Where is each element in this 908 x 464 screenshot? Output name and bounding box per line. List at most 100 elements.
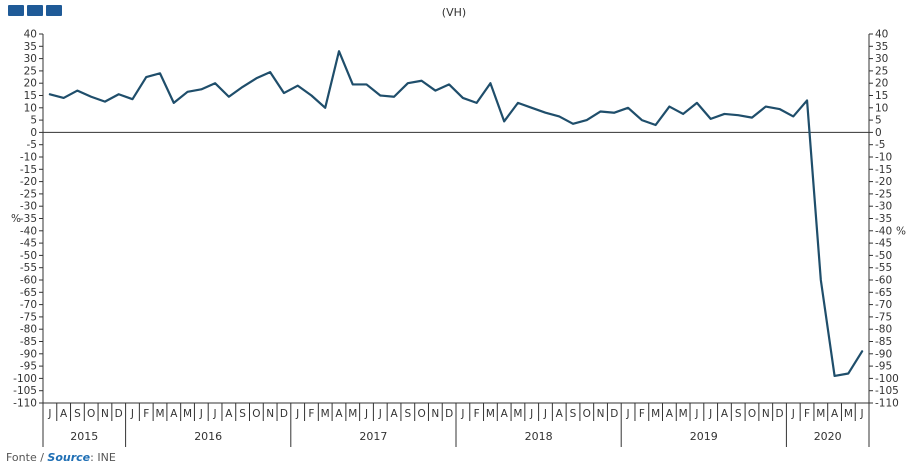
x-tick-label: A <box>666 408 674 420</box>
x-tick-label: S <box>570 408 577 420</box>
y-tick-label-right: 25 <box>875 65 888 77</box>
x-tick-label: O <box>583 408 591 420</box>
x-tick-label: D <box>610 408 618 420</box>
y-tick-label-right: -20 <box>875 176 892 188</box>
y-tick-label-right: 20 <box>875 78 888 90</box>
y-tick-label-left: -85 <box>20 336 37 348</box>
y-tick-label-left: -5 <box>27 139 37 151</box>
year-label: 2016 <box>194 430 222 443</box>
x-tick-label: N <box>597 408 605 420</box>
source-prefix: Fonte / <box>6 451 48 464</box>
x-tick-label: J <box>364 408 368 420</box>
x-tick-label: J <box>295 408 299 420</box>
y-tick-label-left: -95 <box>20 361 37 373</box>
source-suffix: : INE <box>90 451 116 464</box>
x-tick-label: A <box>225 408 233 420</box>
y-tick-label-left: -90 <box>20 348 37 360</box>
y-tick-label-right: -95 <box>875 361 892 373</box>
y-tick-label-right: -25 <box>875 188 892 200</box>
y-tick-label-right: -80 <box>875 324 892 336</box>
x-tick-label: N <box>101 408 109 420</box>
year-label: 2020 <box>814 430 842 443</box>
source-link[interactable]: Source <box>47 451 91 464</box>
y-tick-label-left: -65 <box>20 287 37 299</box>
x-tick-label: D <box>115 408 123 420</box>
y-tick-label-left: -30 <box>20 201 37 213</box>
y-tick-label-left: -40 <box>20 225 37 237</box>
x-tick-label: S <box>404 408 411 420</box>
x-tick-label: M <box>486 408 495 420</box>
x-tick-label: F <box>143 408 149 420</box>
y-tick-label-right: -40 <box>875 225 892 237</box>
chart-title: (VH) <box>441 6 467 19</box>
x-tick-label: M <box>321 408 330 420</box>
x-tick-label: M <box>844 408 853 420</box>
x-tick-label: S <box>74 408 81 420</box>
y-tick-label-left: -20 <box>20 176 37 188</box>
y-tick-label-right: -55 <box>875 262 892 274</box>
x-tick-label: A <box>335 408 343 420</box>
y-tick-label-right: -100 <box>875 373 899 385</box>
y-tick-label-left: -35 <box>20 213 37 225</box>
x-tick-label: A <box>60 408 68 420</box>
x-tick-label: D <box>280 408 288 420</box>
y-tick-label-left: 10 <box>24 102 37 114</box>
year-label: 2017 <box>359 430 387 443</box>
x-tick-label: F <box>308 408 314 420</box>
x-tick-label: J <box>694 408 698 420</box>
y-tick-label-right: 10 <box>875 102 888 114</box>
x-tick-label: A <box>390 408 398 420</box>
y-tick-label-right: -5 <box>875 139 885 151</box>
logo-block <box>8 5 24 16</box>
y-tick-label-left: -10 <box>20 152 37 164</box>
x-tick-label: J <box>543 408 547 420</box>
x-tick-label: N <box>762 408 770 420</box>
y-tick-label-left: -80 <box>20 324 37 336</box>
x-tick-label: O <box>748 408 756 420</box>
x-tick-label: M <box>651 408 660 420</box>
x-tick-label: M <box>348 408 357 420</box>
x-tick-label: J <box>529 408 533 420</box>
x-tick-label: J <box>708 408 712 420</box>
x-tick-label: N <box>266 408 274 420</box>
y-tick-label-right: 5 <box>875 115 882 127</box>
x-tick-label: D <box>775 408 783 420</box>
y-tick-label-right: 35 <box>875 41 888 53</box>
y-tick-label-right: -30 <box>875 201 892 213</box>
y-tick-label-left: -105 <box>13 385 37 397</box>
y-tick-label-right: -10 <box>875 152 892 164</box>
x-tick-label: F <box>474 408 480 420</box>
y-tick-label-left: 40 <box>24 29 37 41</box>
y-tick-label-right: -105 <box>875 385 899 397</box>
logo <box>8 5 62 16</box>
y-tick-label-left: -25 <box>20 188 37 200</box>
y-tick-label-right: 40 <box>875 29 888 41</box>
y-tick-label-right: -50 <box>875 250 892 262</box>
y-tick-label-left: -55 <box>20 262 37 274</box>
x-tick-label: J <box>213 408 217 420</box>
x-tick-label: A <box>556 408 564 420</box>
logo-block <box>27 5 43 16</box>
x-tick-label: J <box>199 408 203 420</box>
x-tick-label: O <box>252 408 260 420</box>
y-tick-label-right: -65 <box>875 287 892 299</box>
y-tick-label-left: -45 <box>20 238 37 250</box>
x-tick-label: A <box>501 408 509 420</box>
series-line <box>48 50 864 378</box>
y-tick-label-left: 25 <box>24 65 37 77</box>
x-tick-label: F <box>804 408 810 420</box>
y-tick-label-left: -60 <box>20 275 37 287</box>
x-tick-label: F <box>639 408 645 420</box>
y-tick-label-right: -60 <box>875 275 892 287</box>
y-tick-label-left: 0 <box>30 127 37 139</box>
y-tick-label-left: -75 <box>20 311 37 323</box>
y-tick-label-left: -110 <box>13 398 37 410</box>
y-tick-label-right: -70 <box>875 299 892 311</box>
x-tick-label: A <box>170 408 178 420</box>
x-tick-label: M <box>155 408 164 420</box>
y-tick-label-right: 30 <box>875 53 888 65</box>
y-tick-label-left: 30 <box>24 53 37 65</box>
y-tick-label-right: -45 <box>875 238 892 250</box>
x-tick-label: S <box>239 408 246 420</box>
